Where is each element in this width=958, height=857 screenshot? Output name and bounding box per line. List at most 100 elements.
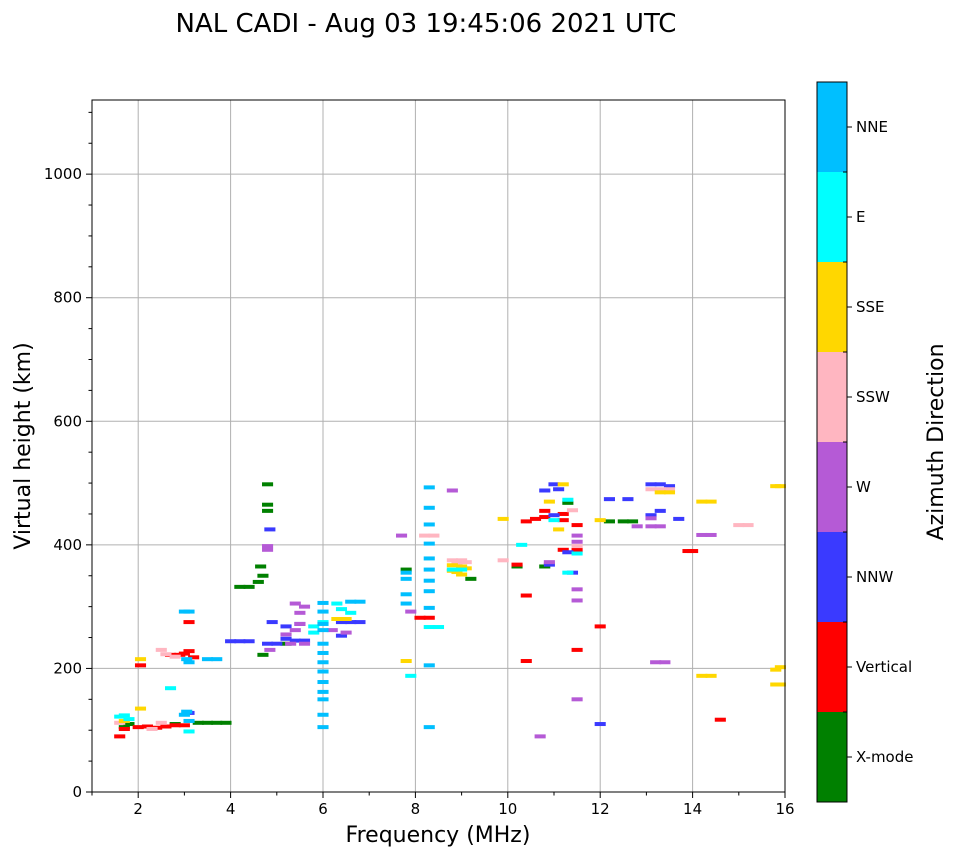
echo-mark-nne bbox=[317, 650, 329, 655]
echo-mark-vertical bbox=[539, 515, 551, 520]
echo-mark-ssw bbox=[460, 560, 472, 565]
echo-mark-vertical bbox=[594, 624, 606, 629]
echo-mark-x-mode bbox=[465, 576, 477, 581]
echo-mark-sse bbox=[557, 482, 569, 487]
echo-mark-w bbox=[654, 524, 666, 529]
echo-mark-vertical bbox=[520, 659, 532, 664]
echo-mark-sse bbox=[774, 682, 786, 687]
echo-mark-vertical bbox=[160, 724, 172, 729]
echo-marks bbox=[114, 482, 786, 739]
echo-mark-sse bbox=[594, 518, 606, 523]
x-tick-label: 4 bbox=[226, 800, 236, 818]
echo-mark-e bbox=[571, 551, 583, 556]
echo-mark-e bbox=[118, 713, 130, 718]
echo-mark-ssw bbox=[663, 487, 676, 492]
echo-mark-nne bbox=[317, 621, 329, 626]
echo-mark-w bbox=[696, 532, 708, 537]
echo-mark-ssw bbox=[571, 544, 583, 549]
colorbar-swatch-vertical bbox=[817, 622, 847, 712]
echo-mark-nnw bbox=[673, 516, 685, 521]
echo-mark-w bbox=[571, 587, 583, 592]
echo-mark-w bbox=[294, 610, 306, 615]
y-tick-label: 800 bbox=[53, 289, 82, 307]
echo-mark-ssw bbox=[146, 726, 158, 731]
echo-mark-w bbox=[289, 601, 301, 606]
echo-mark-nne bbox=[317, 609, 329, 614]
echo-mark-x-mode bbox=[257, 652, 269, 657]
echo-mark-nne bbox=[183, 660, 195, 665]
echo-mark-nnw bbox=[280, 624, 292, 629]
echo-mark-w bbox=[543, 560, 555, 565]
echo-mark-w bbox=[285, 641, 297, 646]
echo-mark-nne bbox=[400, 576, 412, 581]
x-tick-label: 2 bbox=[133, 800, 143, 818]
echo-mark-vertical bbox=[188, 655, 200, 660]
x-axis-ticks: 2 4 6 8 10 12 14 16 bbox=[91, 792, 795, 818]
echo-mark-x-mode bbox=[262, 502, 274, 507]
echo-mark-nne bbox=[354, 599, 366, 604]
echo-mark-ssw bbox=[654, 487, 666, 492]
colorbar-label: Azimuth Direction bbox=[924, 343, 949, 540]
echo-mark-e bbox=[405, 673, 417, 678]
echo-mark-nne bbox=[423, 485, 435, 490]
echo-mark-nnw bbox=[622, 497, 634, 502]
x-tick-label: 16 bbox=[775, 800, 794, 818]
x-tick-label: 12 bbox=[591, 800, 610, 818]
x-tick-label: 14 bbox=[683, 800, 702, 818]
echo-mark-nne bbox=[423, 522, 435, 527]
x-tick-label: 8 bbox=[411, 800, 421, 818]
echo-mark-vertical bbox=[520, 593, 532, 598]
echo-mark-vertical bbox=[169, 723, 181, 728]
colorbar-swatch-ssw bbox=[817, 352, 847, 442]
echo-mark-x-mode bbox=[262, 508, 274, 513]
colorbar-swatch-w bbox=[817, 442, 847, 532]
echo-mark-x-mode bbox=[220, 720, 232, 725]
echo-mark-sse bbox=[770, 667, 782, 672]
echo-mark-e bbox=[331, 601, 343, 606]
echo-mark-nne bbox=[317, 669, 329, 674]
echo-mark-w bbox=[571, 598, 583, 603]
echo-mark-e bbox=[562, 570, 574, 575]
echo-mark-nnw bbox=[271, 641, 283, 646]
echo-mark-sse bbox=[705, 673, 717, 678]
echo-mark-sse bbox=[446, 563, 458, 568]
echo-mark-x-mode bbox=[234, 584, 246, 589]
x-tick-label: 10 bbox=[498, 800, 517, 818]
y-tick-label: 1000 bbox=[44, 165, 82, 183]
echo-mark-nne bbox=[423, 589, 435, 594]
colorbar-tick-label: NNW bbox=[856, 568, 893, 586]
echo-mark-nne bbox=[400, 592, 412, 597]
echo-mark-nne bbox=[423, 556, 435, 561]
echo-mark-nne bbox=[423, 605, 435, 610]
echo-mark-vertical bbox=[423, 615, 435, 620]
echo-mark-nne bbox=[317, 712, 329, 717]
echo-mark-x-mode bbox=[243, 584, 255, 589]
echo-mark-vertical bbox=[687, 549, 699, 554]
echo-mark-x-mode bbox=[211, 720, 223, 725]
echo-mark-sse bbox=[400, 659, 412, 664]
echo-mark-vertical bbox=[114, 734, 126, 739]
echo-mark-ssw bbox=[446, 558, 458, 563]
echo-mark-nne bbox=[181, 709, 193, 714]
echo-mark-nne bbox=[317, 697, 329, 702]
echo-mark-ssw bbox=[419, 533, 431, 538]
echo-mark-w bbox=[262, 544, 274, 549]
echo-mark-nnw bbox=[243, 639, 255, 644]
echo-mark-ssw bbox=[733, 523, 745, 528]
echo-mark-e bbox=[183, 729, 195, 734]
echo-mark-nne bbox=[423, 567, 435, 572]
echo-mark-nnw bbox=[354, 620, 366, 625]
echo-mark-sse bbox=[654, 490, 666, 495]
echo-mark-w bbox=[395, 533, 408, 538]
echo-mark-e bbox=[164, 686, 177, 691]
colorbar-tick-label: X-mode bbox=[856, 748, 913, 766]
y-axis-label: Virtual height (km) bbox=[11, 342, 36, 549]
echo-mark-nne bbox=[178, 609, 190, 614]
echo-mark-vertical bbox=[511, 562, 523, 567]
x-tick-label: 6 bbox=[318, 800, 328, 818]
echo-mark-e bbox=[308, 624, 320, 629]
colorbar-swatch-nnw bbox=[817, 532, 847, 622]
echo-mark-nnw bbox=[539, 488, 551, 493]
echo-mark-nne bbox=[400, 601, 412, 606]
colorbar-frame bbox=[816, 81, 848, 803]
